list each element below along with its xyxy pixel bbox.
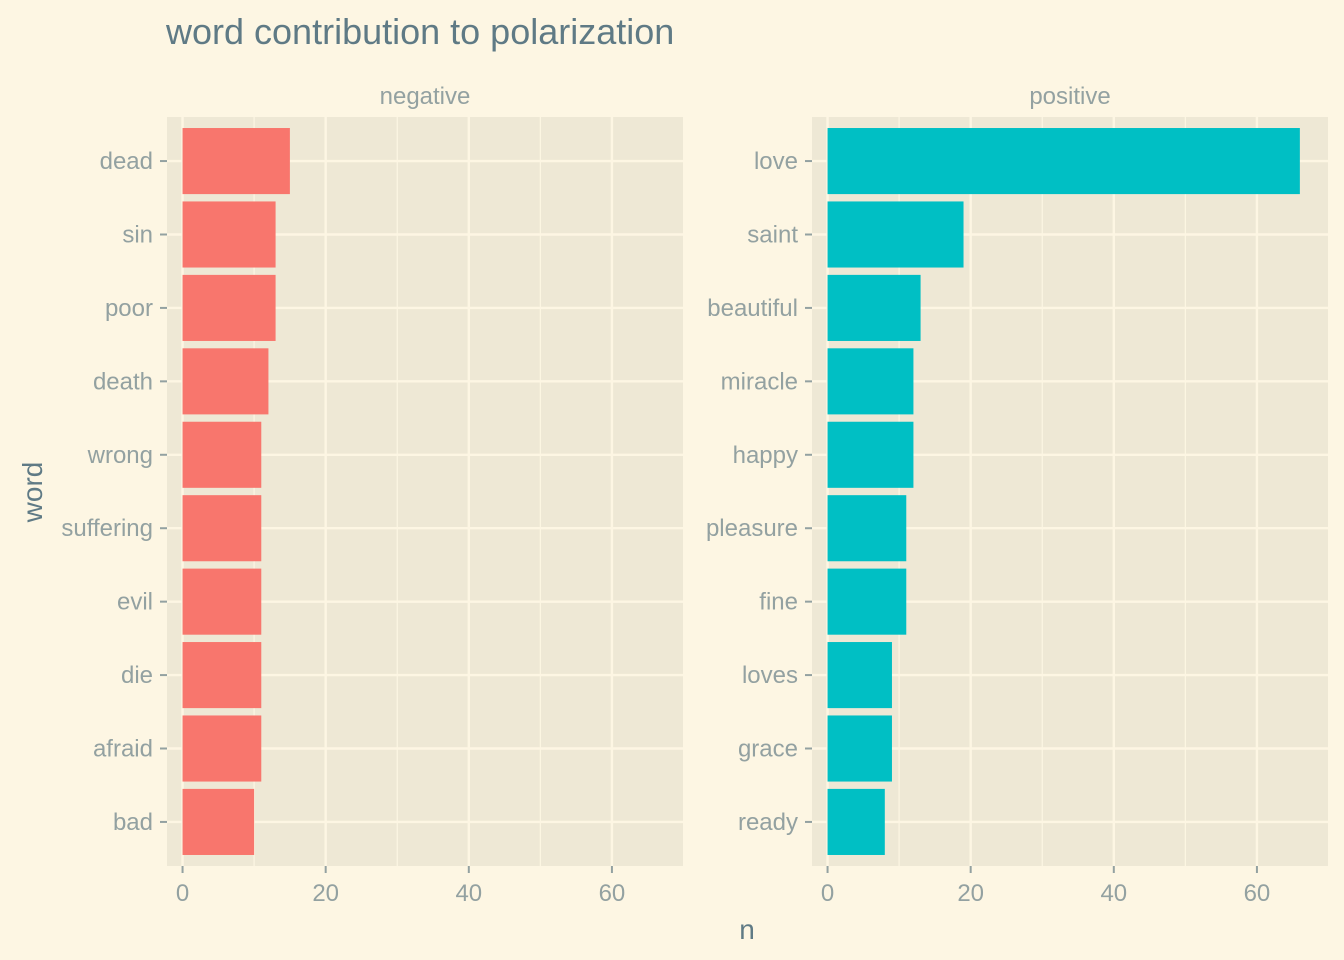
bar-grace: [827, 715, 892, 782]
bar-suffering: [182, 495, 262, 562]
x-tick-label: 60: [1244, 880, 1271, 907]
y-tick-label: beautiful: [707, 295, 798, 322]
bar-bad: [182, 788, 255, 855]
panel-positive: positive love saint beautiful miracle happy pl…: [706, 83, 1328, 907]
x-axis-title: n: [739, 914, 755, 945]
y-tick-label: afraid: [93, 736, 153, 763]
x-tick-label: 20: [312, 880, 339, 907]
y-tick-label: evil: [117, 589, 153, 616]
facet-label-negative: negative: [380, 83, 471, 110]
x-tick-label: 0: [176, 880, 189, 907]
y-tick-label: sin: [122, 221, 153, 248]
y-tick-label: happy: [733, 442, 798, 469]
chart-title: word contribution to polarization: [165, 11, 674, 52]
bar-death: [182, 348, 269, 415]
x-tick-label: 60: [599, 880, 626, 907]
bar-loves: [827, 642, 892, 709]
y-tick-label: suffering: [61, 515, 153, 542]
bar-afraid: [182, 715, 262, 782]
y-tick-label: love: [754, 148, 798, 175]
y-tick-label: die: [121, 662, 153, 689]
y-tick-label: dead: [100, 148, 153, 175]
bar-evil: [182, 568, 262, 635]
y-tick-label: grace: [738, 736, 798, 763]
y-tick-label: bad: [113, 809, 153, 836]
y-axis-title: word: [17, 462, 48, 524]
bar-die: [182, 642, 262, 709]
bar-dead: [182, 128, 290, 195]
y-tick-label: pleasure: [706, 515, 798, 542]
bar-pleasure: [827, 495, 907, 562]
y-tick-label: miracle: [721, 368, 798, 395]
y-tick-label: poor: [105, 295, 153, 322]
panel-negative: negative dead sin poor death wrong suffering ev…: [61, 83, 683, 907]
bar-poor: [182, 274, 276, 341]
y-tick-label: death: [93, 368, 153, 395]
y-tick-label: saint: [747, 221, 798, 248]
y-tick-label: ready: [738, 809, 798, 836]
bar-beautiful: [827, 274, 921, 341]
facet-label-positive: positive: [1029, 83, 1110, 110]
y-tick-label: fine: [759, 589, 798, 616]
x-tick-label: 20: [957, 880, 984, 907]
bar-miracle: [827, 348, 914, 415]
x-tick-label: 0: [821, 880, 834, 907]
bar-ready: [827, 788, 885, 855]
y-tick-label: wrong: [87, 442, 153, 469]
bar-sin: [182, 201, 276, 268]
bar-love: [827, 128, 1300, 195]
bar-saint: [827, 201, 964, 268]
facet-panels: negative dead sin poor death wrong suffering ev…: [61, 83, 1328, 907]
y-tick-label: loves: [742, 662, 798, 689]
bar-fine: [827, 568, 907, 635]
bar-happy: [827, 421, 914, 488]
x-tick-label: 40: [455, 880, 482, 907]
bar-wrong: [182, 421, 262, 488]
x-tick-label: 40: [1100, 880, 1127, 907]
